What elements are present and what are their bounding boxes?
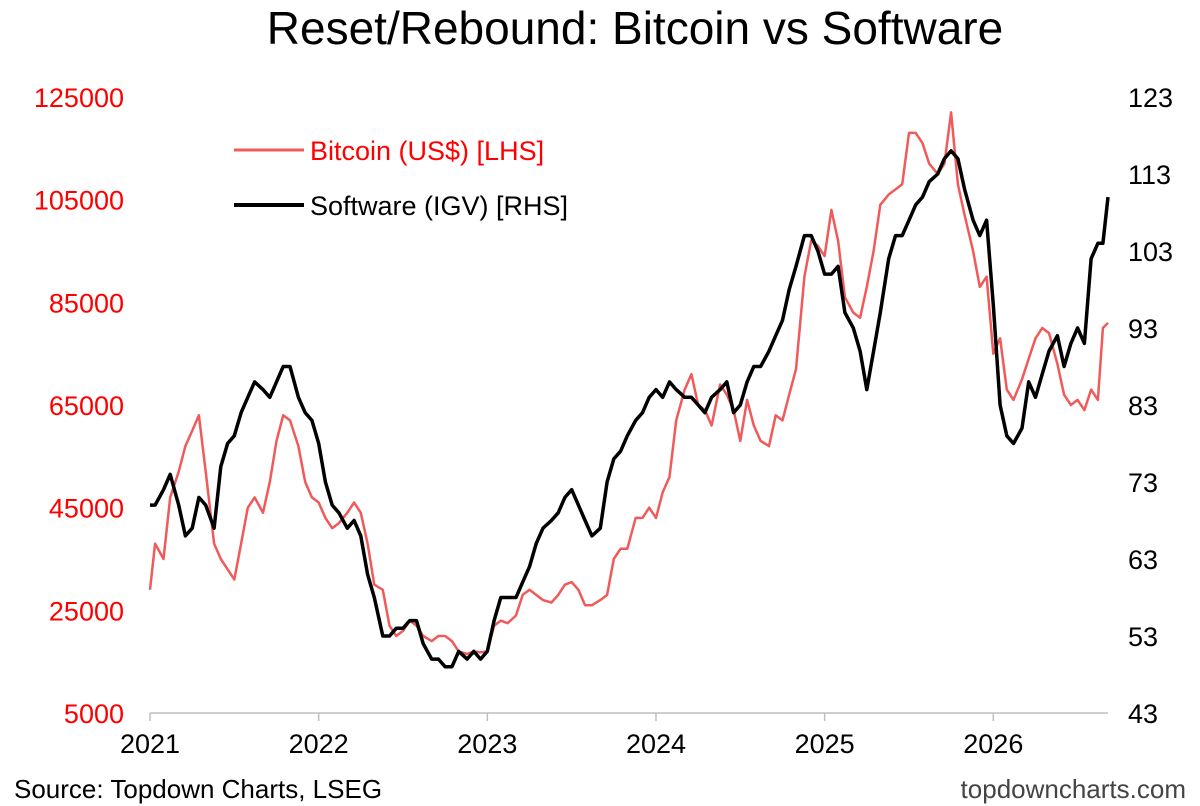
series-line-software — [150, 149, 1110, 669]
y-right-tick-label: 103 — [1128, 237, 1173, 267]
series-line-bitcoin — [148, 111, 1109, 656]
legend-label-software: Software (IGV) [RHS] — [310, 191, 568, 221]
y-left-tick-label: 25000 — [49, 596, 124, 626]
chart-title: Reset/Rebound: Bitcoin vs Software — [266, 2, 1004, 54]
x-tick-label: 2023 — [457, 729, 517, 759]
y-right-tick-label: 73 — [1128, 468, 1158, 498]
y-left-tick-label: 45000 — [49, 494, 124, 524]
x-tick-label: 2026 — [963, 729, 1023, 759]
source-note: Source: Topdown Charts, LSEG — [14, 774, 383, 804]
x-tick-label: 2024 — [626, 729, 686, 759]
y-right-tick-label: 83 — [1128, 391, 1158, 421]
y-right-tick-label: 123 — [1128, 83, 1173, 113]
y-right-tick-label: 63 — [1128, 545, 1158, 575]
y-left-tick-label: 105000 — [34, 186, 124, 216]
y-right-tick-label: 93 — [1128, 314, 1158, 344]
x-tick-label: 2022 — [289, 729, 349, 759]
x-tick-label: 2025 — [795, 729, 855, 759]
x-tick-label: 2021 — [120, 729, 180, 759]
y-right-tick-label: 53 — [1128, 622, 1158, 652]
y-left-tick-label: 65000 — [49, 391, 124, 421]
y-left-tick-label: 85000 — [49, 288, 124, 318]
y-right-tick-label: 113 — [1128, 160, 1171, 190]
legend: Bitcoin (US$) [LHS] Software (IGV) [RHS] — [234, 136, 568, 221]
series-layer — [148, 111, 1110, 669]
watermark: topdowncharts.com — [960, 774, 1186, 804]
y-left-tick-label: 5000 — [64, 699, 124, 729]
y-right-tick-label: 43 — [1128, 699, 1158, 729]
axes: 125000 105000 85000 65000 45000 25000 5000 123 1… — [34, 83, 1173, 759]
y-left-tick-label: 125000 — [34, 83, 124, 113]
legend-label-bitcoin: Bitcoin (US$) [LHS] — [310, 136, 544, 166]
